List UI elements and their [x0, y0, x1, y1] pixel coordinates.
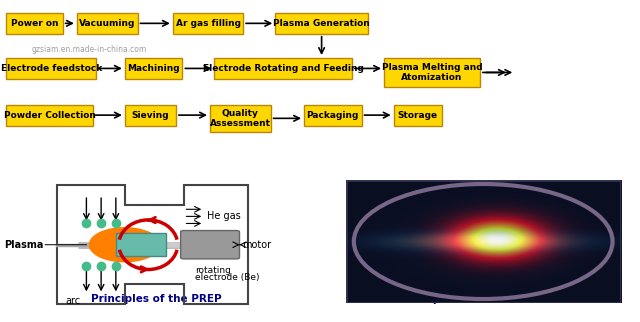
Circle shape [380, 195, 587, 288]
Circle shape [364, 189, 602, 294]
Circle shape [354, 184, 612, 299]
FancyBboxPatch shape [275, 13, 368, 34]
Text: electrode (Be): electrode (Be) [195, 273, 260, 282]
Circle shape [390, 200, 576, 283]
Text: Storage: Storage [397, 111, 438, 119]
Text: Plasma Generation: Plasma Generation [273, 19, 370, 28]
Circle shape [367, 190, 600, 293]
Text: gzsiam.en.made-in-china.com: gzsiam.en.made-in-china.com [32, 45, 147, 54]
FancyBboxPatch shape [173, 13, 243, 34]
FancyBboxPatch shape [384, 58, 480, 87]
FancyBboxPatch shape [6, 105, 93, 126]
Text: Electrode feedstock: Electrode feedstock [1, 64, 102, 73]
Text: Vacuuming: Vacuuming [79, 19, 136, 28]
Circle shape [393, 201, 573, 282]
FancyBboxPatch shape [125, 58, 182, 79]
Circle shape [401, 205, 566, 278]
FancyBboxPatch shape [394, 105, 442, 126]
FancyBboxPatch shape [6, 58, 96, 79]
Text: Packaging: Packaging [307, 111, 359, 119]
Text: Plasma Melting and
Atomization: Plasma Melting and Atomization [381, 63, 483, 82]
Circle shape [398, 204, 568, 279]
Circle shape [385, 198, 581, 285]
Circle shape [396, 203, 571, 280]
Text: Sieving: Sieving [132, 111, 169, 119]
Text: motor: motor [243, 240, 271, 250]
Text: Ar gas filling: Ar gas filling [175, 19, 241, 28]
Circle shape [90, 228, 160, 262]
Circle shape [356, 185, 610, 298]
Circle shape [374, 193, 592, 290]
FancyBboxPatch shape [214, 58, 352, 79]
FancyBboxPatch shape [77, 13, 138, 34]
Text: rotating: rotating [195, 266, 231, 275]
Text: Principles of the PREP: Principles of the PREP [92, 294, 222, 304]
FancyBboxPatch shape [304, 105, 362, 126]
Polygon shape [116, 233, 166, 256]
Text: He gas: He gas [207, 211, 241, 222]
FancyBboxPatch shape [6, 13, 63, 34]
Circle shape [372, 192, 595, 291]
Circle shape [388, 199, 579, 284]
Text: Powder Collection: Powder Collection [4, 111, 95, 119]
Text: Power on: Power on [11, 19, 58, 28]
FancyBboxPatch shape [210, 105, 271, 132]
FancyBboxPatch shape [125, 105, 176, 126]
FancyBboxPatch shape [180, 231, 239, 259]
Text: Machining: Machining [127, 64, 180, 73]
Text: Quality
Assessment: Quality Assessment [210, 109, 271, 128]
Circle shape [351, 183, 615, 300]
Text: Electrode Rotating and Feeding: Electrode Rotating and Feeding [203, 64, 364, 73]
Circle shape [377, 194, 589, 289]
Text: Plasma: Plasma [4, 240, 44, 250]
Text: Powder production in the PREP: Powder production in the PREP [385, 294, 569, 304]
Circle shape [362, 187, 605, 296]
Circle shape [359, 186, 607, 297]
Text: arc: arc [66, 296, 81, 307]
Circle shape [382, 197, 584, 286]
Circle shape [369, 191, 597, 292]
